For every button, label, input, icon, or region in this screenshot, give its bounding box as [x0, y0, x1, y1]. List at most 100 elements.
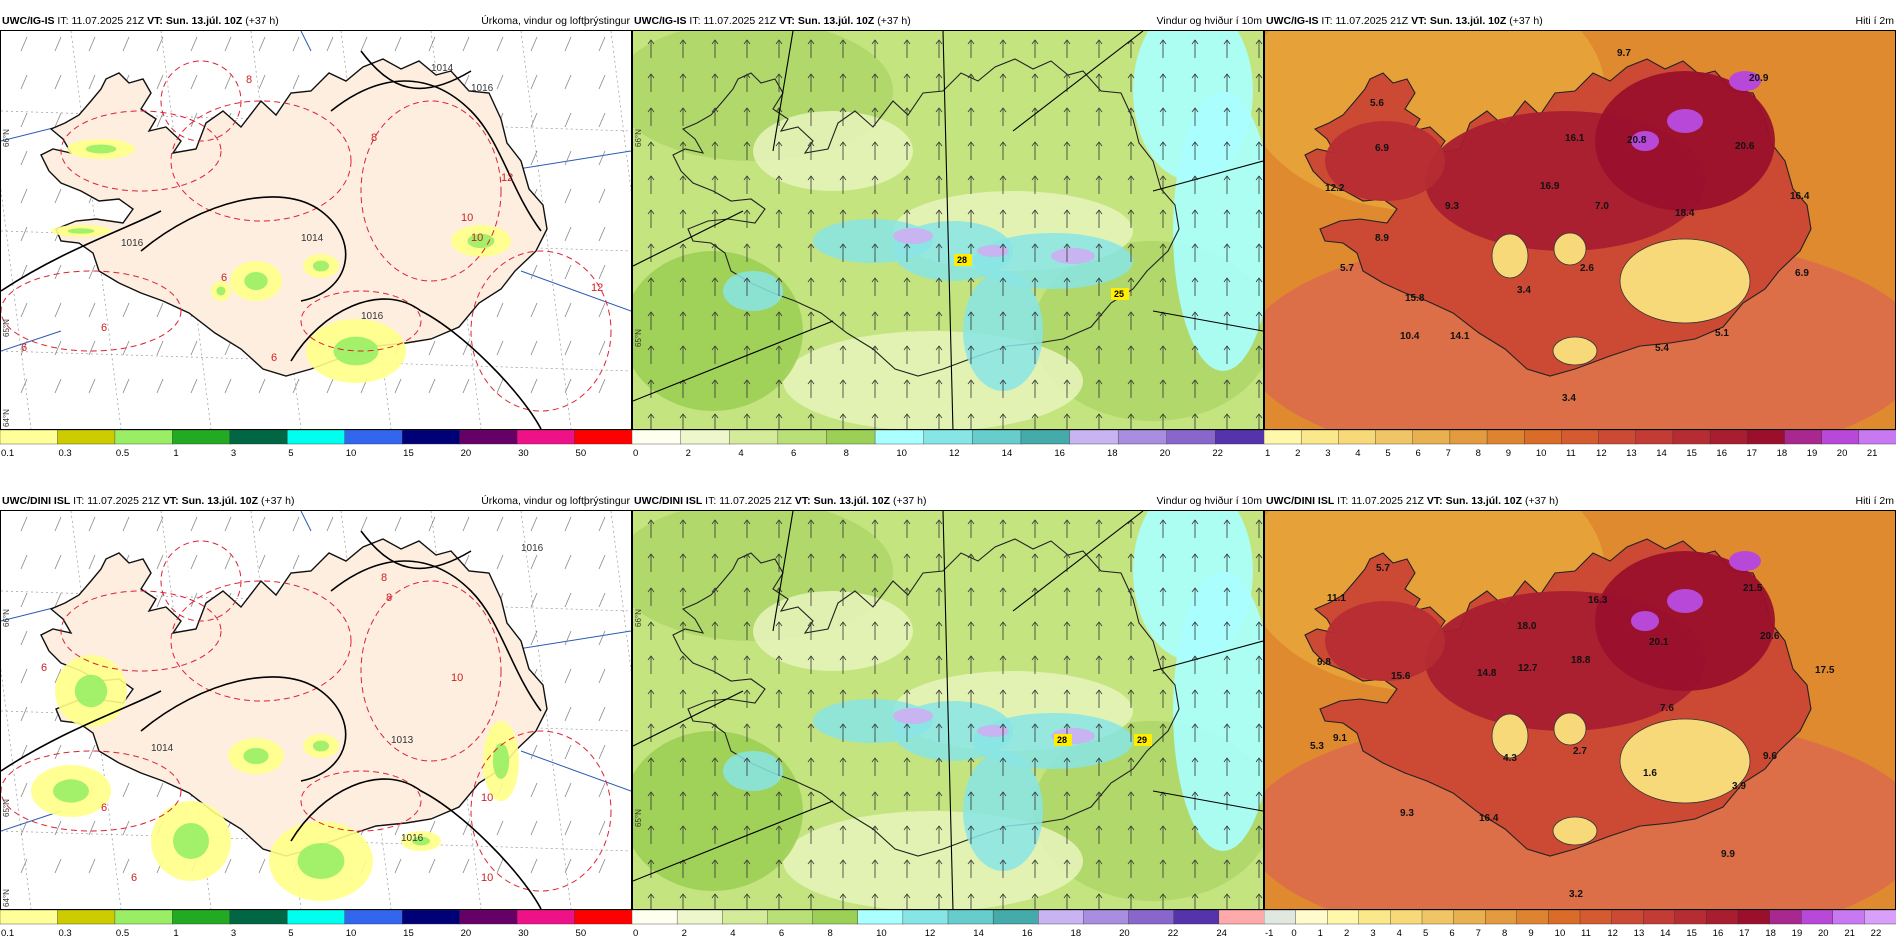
- wind-barb: [20, 706, 28, 722]
- temp-colorbar: -1 0 1 2 3 4 5 6 7 8 9 10 11 12 13 14 15 16 17 18 19 20 21 22: [1264, 910, 1896, 942]
- wind-arrow-head: [711, 553, 719, 559]
- init-time: 11.07.2025 21Z: [1351, 495, 1424, 507]
- wind-arrow-head: [1127, 243, 1135, 249]
- colorbar-swatch: [1117, 430, 1168, 445]
- wind-arrow-head: [679, 621, 687, 627]
- latitude-label: 65°N: [634, 329, 643, 347]
- wind-arrow-head: [775, 107, 783, 113]
- temperature-contour: [1, 750, 182, 832]
- colorbar-tick-label: 20: [1837, 448, 1848, 459]
- wind-arrow-head: [1031, 587, 1039, 593]
- isobar: [140, 676, 347, 782]
- temperature-label: 9.3: [1400, 808, 1414, 819]
- wind-arrow-head: [679, 141, 687, 147]
- wind-arrow-head: [1223, 141, 1231, 147]
- colorbar-tick-label: 15: [1686, 928, 1697, 939]
- colorbar-swatch: [812, 910, 859, 925]
- wind-arrow-head: [967, 621, 975, 627]
- region-boundary: [1012, 511, 1144, 612]
- wind-arrow-head: [1223, 553, 1231, 559]
- contour-label: 8: [381, 572, 387, 584]
- wind-barb: [156, 554, 164, 570]
- wind-arrow-head: [807, 689, 815, 695]
- wind-arrow-head: [1095, 243, 1103, 249]
- wind-arrow-head: [1191, 757, 1199, 763]
- wind-barb: [598, 226, 606, 242]
- panel-precip-igis: UWC/IG-IS IT: 11.07.2025 21Z VT: Sun. 13…: [0, 12, 632, 470]
- wind-arrow-head: [1191, 345, 1199, 351]
- it-label: IT:: [57, 15, 69, 27]
- wind-arrow-head: [775, 519, 783, 525]
- hot-spot: [1667, 109, 1703, 133]
- glacier-cool-area: [1491, 713, 1529, 759]
- wind-arrow-head: [903, 277, 911, 283]
- latitude-label: 66°N: [2, 609, 11, 627]
- lead-time: (+37 h): [245, 15, 279, 27]
- colorbar-tick-label: 10: [346, 928, 357, 939]
- isobar-label: 1016: [471, 83, 494, 94]
- wind-arrow-head: [743, 723, 751, 729]
- wind-arrow-head: [903, 621, 911, 627]
- colorbar-tick-label: 7: [1446, 448, 1451, 459]
- wind-arrow-head: [839, 277, 847, 283]
- wind-arrow-head: [711, 893, 719, 899]
- wind-arrow-head: [871, 893, 879, 899]
- colorbar-swatch: [1821, 430, 1860, 445]
- wind-arrow-head: [1063, 311, 1071, 317]
- colorbar-tick-label: 3: [231, 448, 236, 459]
- wind-arrow-head: [999, 209, 1007, 215]
- wind-arrow-head: [711, 141, 719, 147]
- boundary-line: [300, 31, 312, 52]
- wind-arrow-head: [1255, 553, 1263, 559]
- wind-barb: [20, 112, 28, 128]
- colorbar-swatch: [1449, 430, 1488, 445]
- colorbar-swatch: [114, 910, 174, 925]
- wind-arrow-head: [679, 311, 687, 317]
- temperature-label: 9.3: [1445, 201, 1459, 212]
- colorbar-swatch: [1516, 910, 1550, 925]
- gust-area: [963, 271, 1043, 391]
- colorbar-swatch: [722, 910, 769, 925]
- wind-arrow-head: [935, 893, 943, 899]
- wind-arrow-head: [903, 73, 911, 79]
- precip-core: [53, 779, 89, 803]
- wind-arrow-head: [1095, 553, 1103, 559]
- wind-arrow-head: [775, 413, 783, 419]
- wind-arrow-head: [775, 243, 783, 249]
- wind-arrow-head: [647, 141, 655, 147]
- wind-arrow-head: [1159, 107, 1167, 113]
- wind-arrow-head: [935, 859, 943, 865]
- wind-barb: [496, 378, 504, 394]
- temperature-label: 5.3: [1310, 741, 1324, 752]
- wind-arrow-head: [743, 243, 751, 249]
- latitude-label: 66°N: [634, 129, 643, 147]
- wind-colorbar: 0 2 4 6 8 10 12 14 16 18 20 22: [632, 430, 1264, 462]
- wind-arrow-head: [935, 791, 943, 797]
- wind-barb: [462, 516, 470, 532]
- wind-arrow-head: [1223, 791, 1231, 797]
- colorbar-swatch: [1083, 910, 1130, 925]
- wind-barb: [530, 592, 538, 608]
- wind-arrow-head: [967, 311, 975, 317]
- wind-arrow-head: [807, 825, 815, 831]
- colorbar-swatch: [287, 910, 346, 925]
- temperature-contour: [160, 60, 242, 142]
- wind-arrow-head: [647, 379, 655, 385]
- colorbar-swatch: [777, 430, 828, 445]
- contour-label: 8: [386, 592, 392, 604]
- temperature-label: 14.1: [1450, 331, 1470, 342]
- wind-arrow-head: [935, 587, 943, 593]
- wind-barb: [156, 378, 164, 394]
- wind-arrow-head: [807, 893, 815, 899]
- colorbar-swatch: [632, 910, 678, 925]
- it-label: IT:: [1321, 15, 1333, 27]
- wind-arrow-head: [999, 175, 1007, 181]
- wind-arrow-head: [967, 893, 975, 899]
- wind-arrow-head: [1223, 73, 1231, 79]
- wind-arrow-head: [647, 689, 655, 695]
- precip-core: [74, 674, 108, 708]
- wind-arrow-head: [1191, 893, 1199, 899]
- wind-arrow-head: [1127, 791, 1135, 797]
- contour-label: 8: [246, 74, 252, 86]
- colorbar-tick-label: 6: [1415, 448, 1420, 459]
